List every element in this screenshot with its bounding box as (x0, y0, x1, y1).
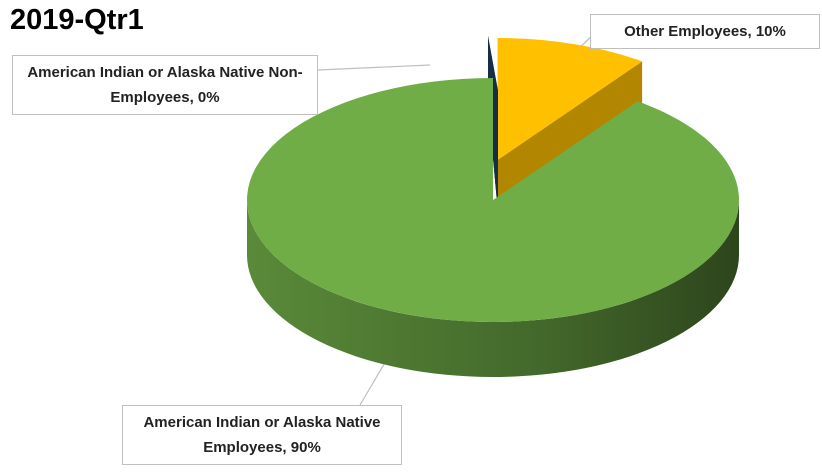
slice (246, 78, 739, 377)
slice-top (246, 78, 739, 322)
slice-top (497, 38, 643, 161)
data-label: American Indian or Alaska Native Non-Emp… (12, 55, 318, 115)
data-label: American Indian or Alaska Native Employe… (122, 405, 402, 465)
pie (246, 36, 739, 377)
slice-wall (247, 200, 739, 377)
data-label: Other Employees, 10% (590, 14, 820, 49)
chart-title: 2019-Qtr1 (10, 4, 144, 36)
leader-line (317, 64, 431, 71)
